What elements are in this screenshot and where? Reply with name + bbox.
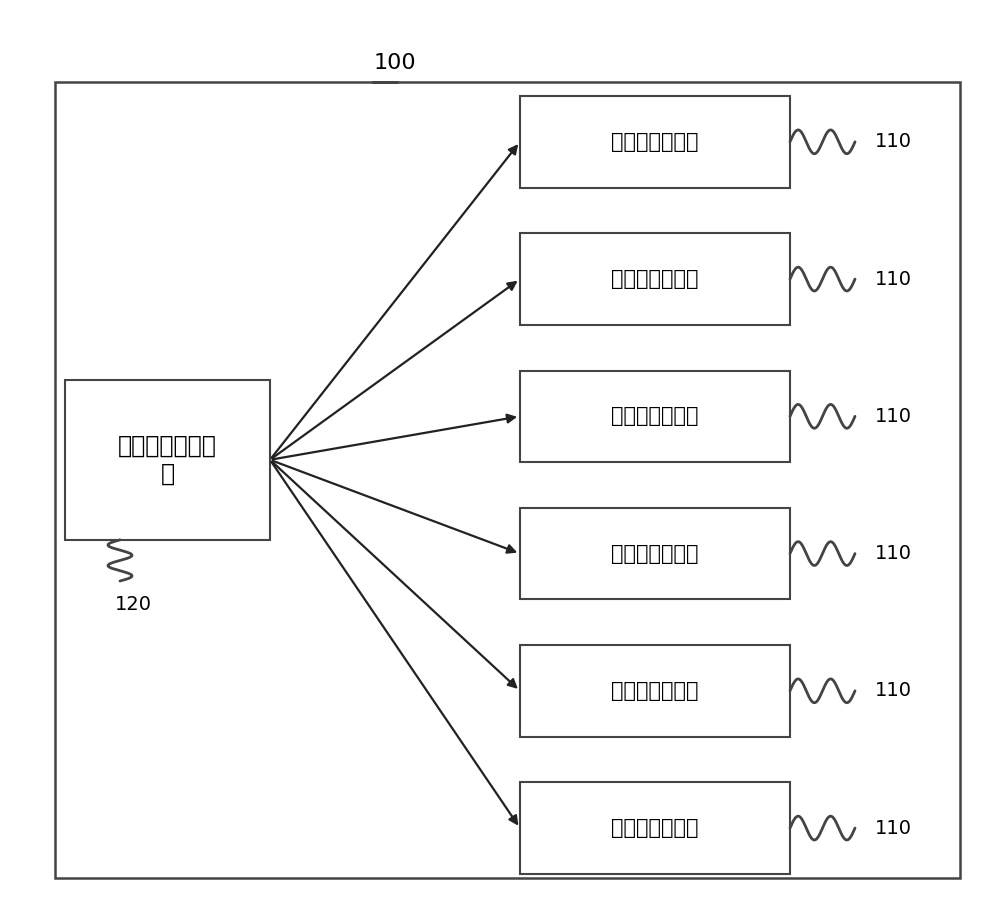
Text: 传感器扩展接口: 传感器扩展接口 — [611, 818, 699, 838]
Text: 110: 110 — [875, 133, 912, 151]
Bar — [520, 645, 790, 737]
Text: 传感器扩展接口: 传感器扩展接口 — [611, 406, 699, 426]
Text: 110: 110 — [875, 270, 912, 288]
Text: 第一信息交互模
块: 第一信息交互模 块 — [118, 434, 217, 486]
Text: 传感器扩展接口: 传感器扩展接口 — [611, 544, 699, 564]
Bar — [520, 371, 790, 462]
Text: 传感器扩展接口: 传感器扩展接口 — [611, 681, 699, 701]
Bar — [520, 782, 790, 874]
Bar — [520, 96, 790, 188]
Bar — [55, 82, 960, 878]
Text: 110: 110 — [875, 544, 912, 563]
Bar — [520, 233, 790, 325]
Text: 110: 110 — [875, 407, 912, 425]
Bar — [65, 380, 270, 540]
Bar — [520, 508, 790, 599]
Text: 传感器扩展接口: 传感器扩展接口 — [611, 132, 699, 152]
Text: 100: 100 — [374, 53, 416, 73]
Text: 110: 110 — [875, 819, 912, 837]
Text: 传感器扩展接口: 传感器扩展接口 — [611, 269, 699, 289]
Text: 120: 120 — [115, 595, 152, 614]
Text: 110: 110 — [875, 682, 912, 700]
